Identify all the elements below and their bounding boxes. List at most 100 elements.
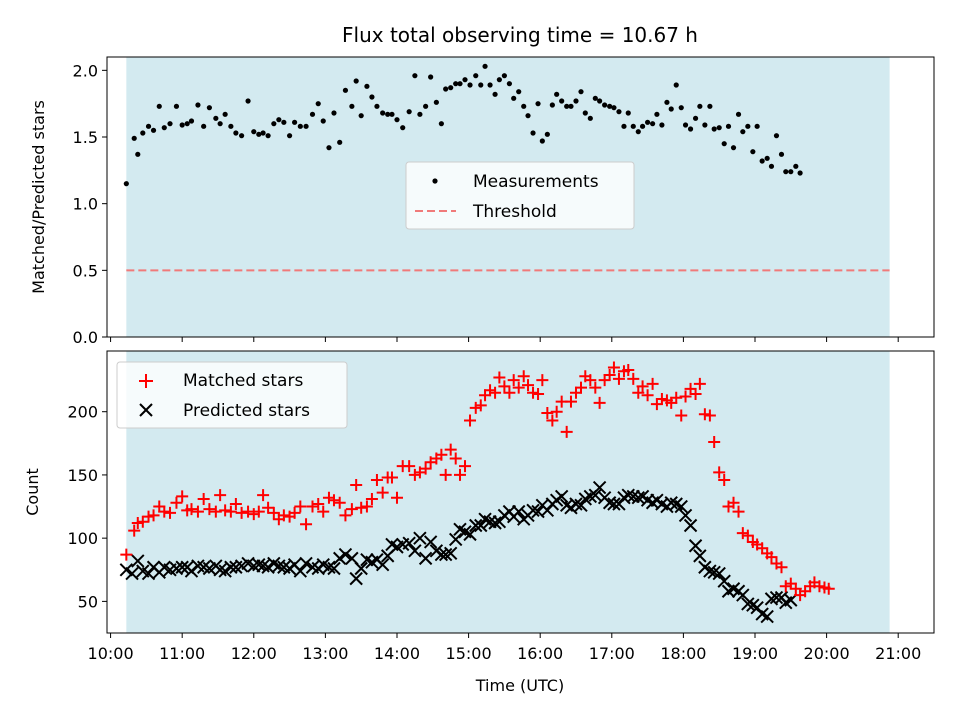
bottom-x-tick-label: 15:00 <box>446 644 492 663</box>
measurement-point <box>730 145 737 151</box>
measurement-point <box>423 103 429 109</box>
measurement-point <box>602 102 608 108</box>
predicted-star-point <box>683 518 698 533</box>
bottom-x-tick-label: 13:00 <box>302 644 348 663</box>
measurement-point <box>635 129 641 135</box>
predicted-star-point <box>741 597 755 611</box>
predicted-star-point <box>488 516 502 530</box>
matched-star-point <box>419 462 432 475</box>
predicted-star-point <box>413 531 427 545</box>
matched-star-point <box>512 381 525 394</box>
measurement-point <box>745 123 751 129</box>
matched-star-point <box>128 524 141 537</box>
predicted-star-point <box>693 549 707 563</box>
top-y-axis: 0.0 0.5 1.0 1.5 2.0 <box>73 61 107 347</box>
measurement-point <box>521 103 527 109</box>
matched-star-point <box>288 506 301 519</box>
predicted-star-point <box>526 503 540 518</box>
measurement-point <box>448 85 454 91</box>
predicted-star-point <box>224 560 238 574</box>
measurement-point <box>467 82 473 88</box>
measurement-point <box>394 117 400 123</box>
predicted-star-point <box>592 480 607 495</box>
measurement-point <box>621 123 627 129</box>
matched-star-point <box>503 386 516 399</box>
matched-star-point <box>493 371 506 384</box>
measurement-point <box>654 111 660 117</box>
predicted-star-point <box>375 558 390 572</box>
measurement-point <box>487 82 493 88</box>
measurement-point <box>364 83 370 89</box>
predicted-star-point <box>131 554 145 568</box>
measurement-point <box>721 141 727 147</box>
predicted-star-point <box>175 560 189 574</box>
measurement-point <box>438 121 444 127</box>
predicted-star-point <box>272 559 286 573</box>
measurement-point <box>783 169 789 175</box>
predicted-star-point <box>769 590 784 605</box>
measurement-point <box>687 126 694 132</box>
bottom-x-tick-label: 14:00 <box>374 644 420 663</box>
matched-star-point <box>708 436 721 449</box>
matched-star-point <box>632 386 645 399</box>
matched-star-point <box>527 386 540 399</box>
matched-star-point <box>376 486 389 499</box>
measurement-point <box>582 110 588 116</box>
predicted-star-point <box>256 559 270 573</box>
measurement-point <box>135 151 141 157</box>
measurement-point <box>251 129 257 135</box>
measurement-point <box>535 101 541 107</box>
measurement-point <box>123 181 129 187</box>
measurement-point <box>616 109 622 115</box>
predicted-star-point <box>438 547 453 562</box>
matched-star-point <box>789 582 802 595</box>
measurement-point <box>678 105 684 111</box>
top-plot-frame <box>106 56 935 338</box>
measurement-point <box>156 103 162 109</box>
matched-star-point <box>229 498 242 511</box>
measurement-point <box>516 89 522 95</box>
matched-star-point <box>365 492 378 505</box>
legend-predicted-marker <box>139 403 153 417</box>
matched-star-point <box>247 508 260 521</box>
predicted-star-point <box>674 499 688 514</box>
predicted-star-point <box>349 571 363 586</box>
matched-star-point <box>120 548 133 561</box>
matched-star-point <box>741 529 754 542</box>
matched-star-point <box>650 398 663 411</box>
measurement-point <box>559 98 565 104</box>
legend-matched-marker <box>139 374 153 388</box>
top-panel: 0.0 0.5 1.0 1.5 2.0 Flux total observing tim… <box>29 23 935 347</box>
bottom-legend: Matched stars Predicted stars <box>116 361 348 429</box>
measurement-point <box>664 99 670 105</box>
predicted-star-point <box>512 504 526 519</box>
x-axis-label: Time (UTC) <box>475 676 564 695</box>
predicted-star-point <box>299 556 313 571</box>
top-y-axis-label: Matched/Predicted stars <box>29 100 48 294</box>
measurement-point <box>525 113 531 119</box>
measurement-point <box>281 119 287 125</box>
matched-star-point <box>317 505 330 518</box>
measurement-point <box>385 111 391 117</box>
predicted-star-point <box>607 497 621 511</box>
matched-star-point <box>713 466 726 479</box>
matched-star-point <box>242 505 255 518</box>
bottom-x-tick-label: 12:00 <box>231 644 277 663</box>
matched-star-point <box>622 363 635 376</box>
measurement-point <box>265 133 271 139</box>
matched-star-point <box>546 414 559 427</box>
bottom-x-tick-label: 18:00 <box>660 644 706 663</box>
matched-star-point <box>598 374 611 387</box>
measurement-point <box>668 106 674 112</box>
matched-star-point <box>142 510 155 523</box>
bottom-y-tick-label: 150 <box>67 466 98 485</box>
legend-predicted-label: Predicted stars <box>183 401 310 421</box>
matched-star-point <box>214 489 227 502</box>
predicted-star-point <box>354 561 368 576</box>
top-y-tick-label: 0.0 <box>73 328 98 347</box>
predicted-star-point <box>664 496 678 510</box>
matched-star-point <box>203 503 216 516</box>
predicted-star-point <box>736 588 750 602</box>
matched-star-point <box>408 468 421 481</box>
predicted-star-point <box>332 551 347 566</box>
